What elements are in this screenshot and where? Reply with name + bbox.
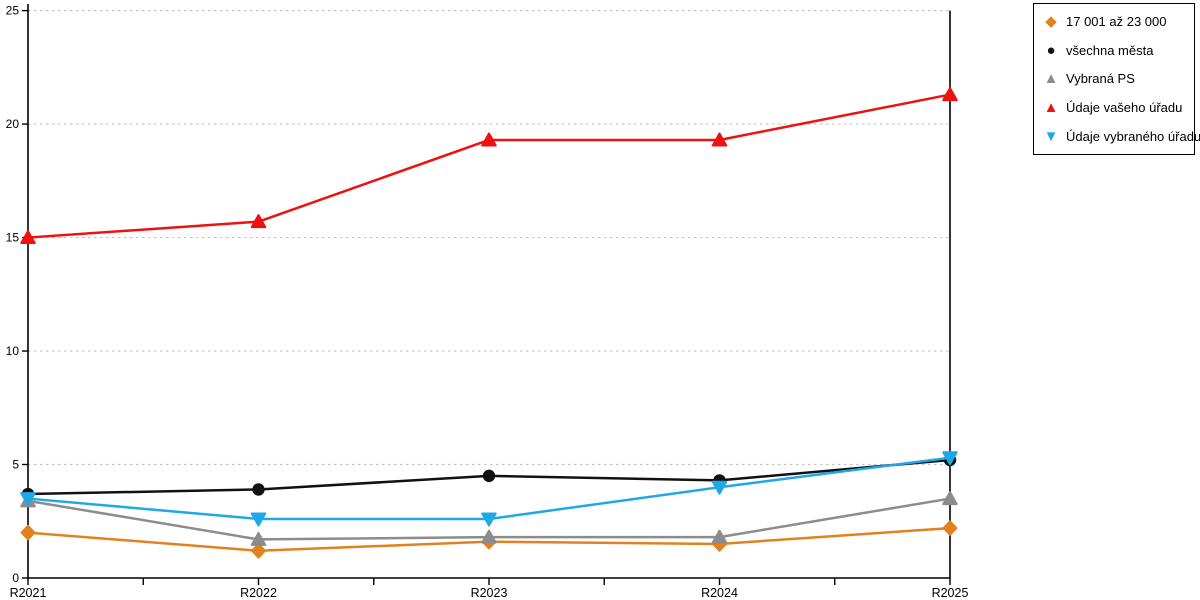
data-point-triangle-up [481, 132, 497, 147]
data-point-triangle-down [481, 512, 497, 527]
triangle-up-icon: ▲ [1043, 70, 1059, 88]
data-point-triangle-down [250, 512, 267, 527]
y-tick-label: 0 [12, 571, 19, 585]
data-point-triangle-up [481, 529, 497, 544]
legend-label: Údaje vybraného úřadu [1066, 129, 1200, 145]
data-point-triangle-up [250, 531, 267, 546]
legend-item: ▼ Údaje vybraného úřadu [1043, 123, 1200, 151]
series-line [27, 93, 951, 239]
data-point-triangle-up [250, 214, 267, 229]
data-point-triangle-up [711, 529, 728, 544]
legend-item: ◆ 17 001 až 23 000 [1043, 7, 1194, 35]
diamond-icon: ◆ [1045, 12, 1057, 30]
legend-label: Údaje vašeho úřadu [1066, 100, 1183, 116]
data-point-triangle-up [942, 87, 958, 102]
x-tick-label: R2023 [471, 586, 508, 600]
legend-item: ▲ Vybraná PS [1043, 65, 1194, 93]
legend-item: ▲ Údaje vašeho úřadu [1043, 94, 1194, 122]
legend-label: 17 001 až 23 000 [1066, 13, 1167, 29]
data-point-triangle-down [942, 451, 958, 466]
legend-item: ● všechna města [1043, 36, 1194, 64]
y-tick-label: 25 [6, 4, 20, 18]
y-tick-label: 15 [6, 231, 20, 245]
data-point-diamond [942, 520, 958, 536]
x-tick-label: R2021 [10, 586, 47, 600]
data-point-triangle-down [20, 492, 36, 507]
legend-label: všechna města [1066, 42, 1154, 58]
data-point-diamond [20, 524, 36, 541]
legend-label: Vybraná PS [1066, 71, 1135, 87]
circle-icon: ● [1046, 41, 1056, 59]
data-point-circle [482, 469, 496, 483]
data-point-triangle-up [20, 230, 36, 245]
triangle-down-icon: ▼ [1043, 128, 1059, 146]
y-tick-label: 10 [6, 344, 20, 358]
x-tick-label: R2022 [240, 586, 277, 600]
data-point-diamond [251, 542, 266, 559]
y-tick-label: 20 [6, 117, 20, 131]
data-point-triangle-down [711, 480, 728, 495]
triangle-up-icon: ▲ [1043, 99, 1059, 117]
data-point-circle [252, 483, 265, 496]
series-line [27, 456, 951, 521]
data-point-triangle-up [711, 132, 728, 147]
y-tick-label: 5 [12, 458, 19, 472]
data-point-triangle-up [942, 491, 958, 506]
legend: ◆ 17 001 až 23 000 ● všechna města ▲ Vybraná … [1033, 3, 1200, 155]
x-tick-label: R2025 [932, 586, 969, 600]
x-tick-label: R2024 [701, 586, 738, 600]
